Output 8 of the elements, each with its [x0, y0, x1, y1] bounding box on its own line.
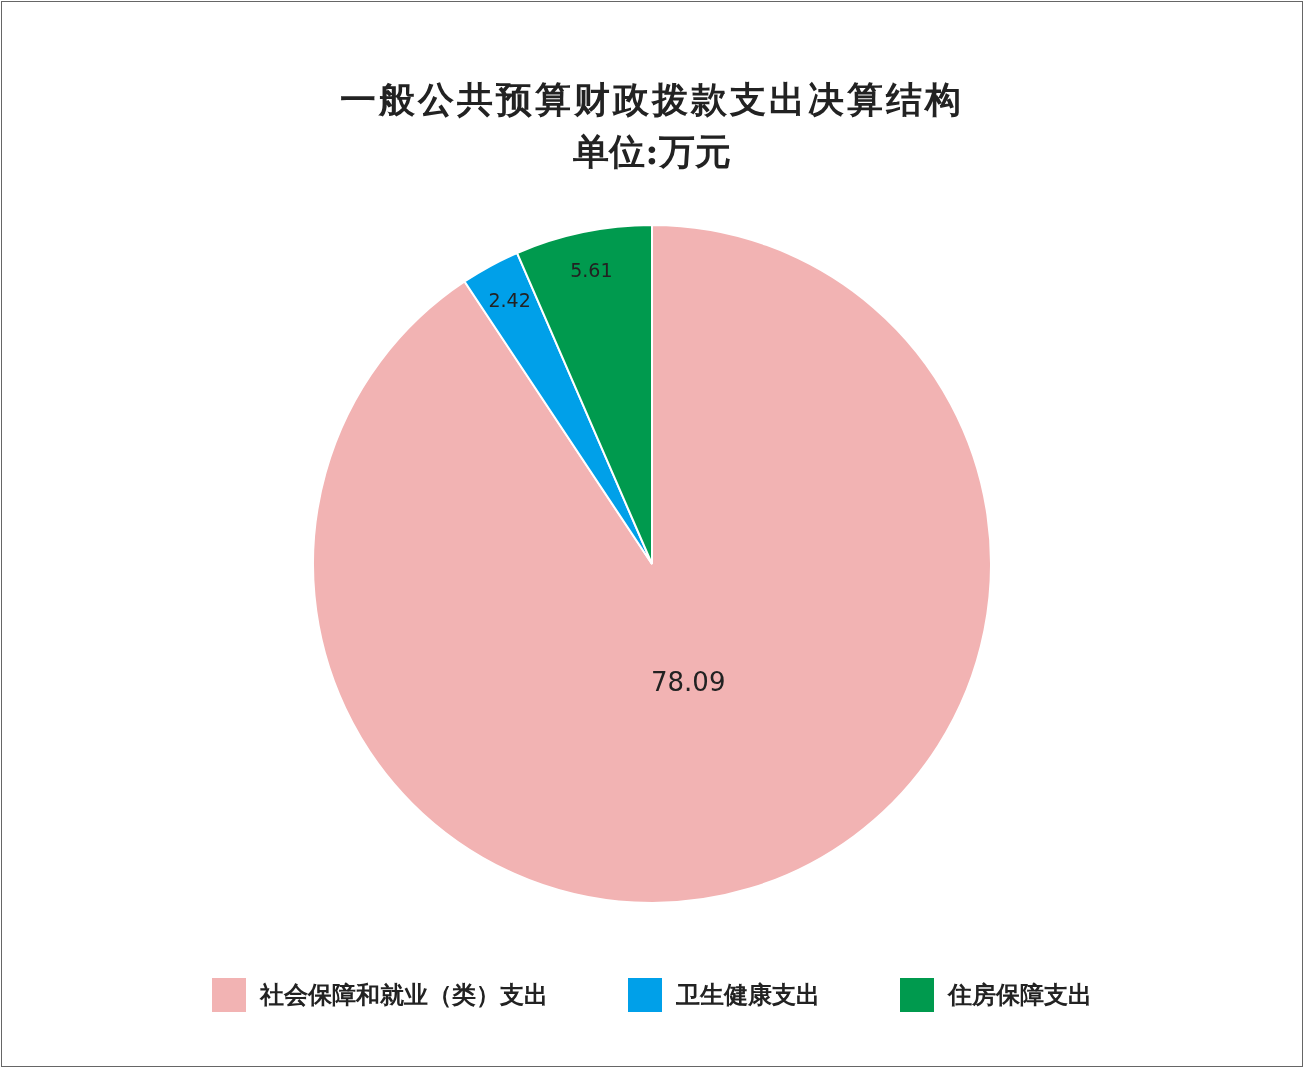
- chart-subtitle: 单位:万元: [572, 129, 732, 174]
- legend-label: 住房保障支出: [948, 979, 1092, 1011]
- legend-label: 社会保障和就业（类）支出: [260, 979, 548, 1011]
- data-label: 78.09: [651, 666, 726, 697]
- chart-title: 一般公共预算财政拨款支出决算结构: [339, 77, 965, 122]
- data-label: 5.61: [570, 258, 613, 281]
- legend-label: 卫生健康支出: [676, 979, 820, 1011]
- data-label: 2.42: [488, 288, 531, 311]
